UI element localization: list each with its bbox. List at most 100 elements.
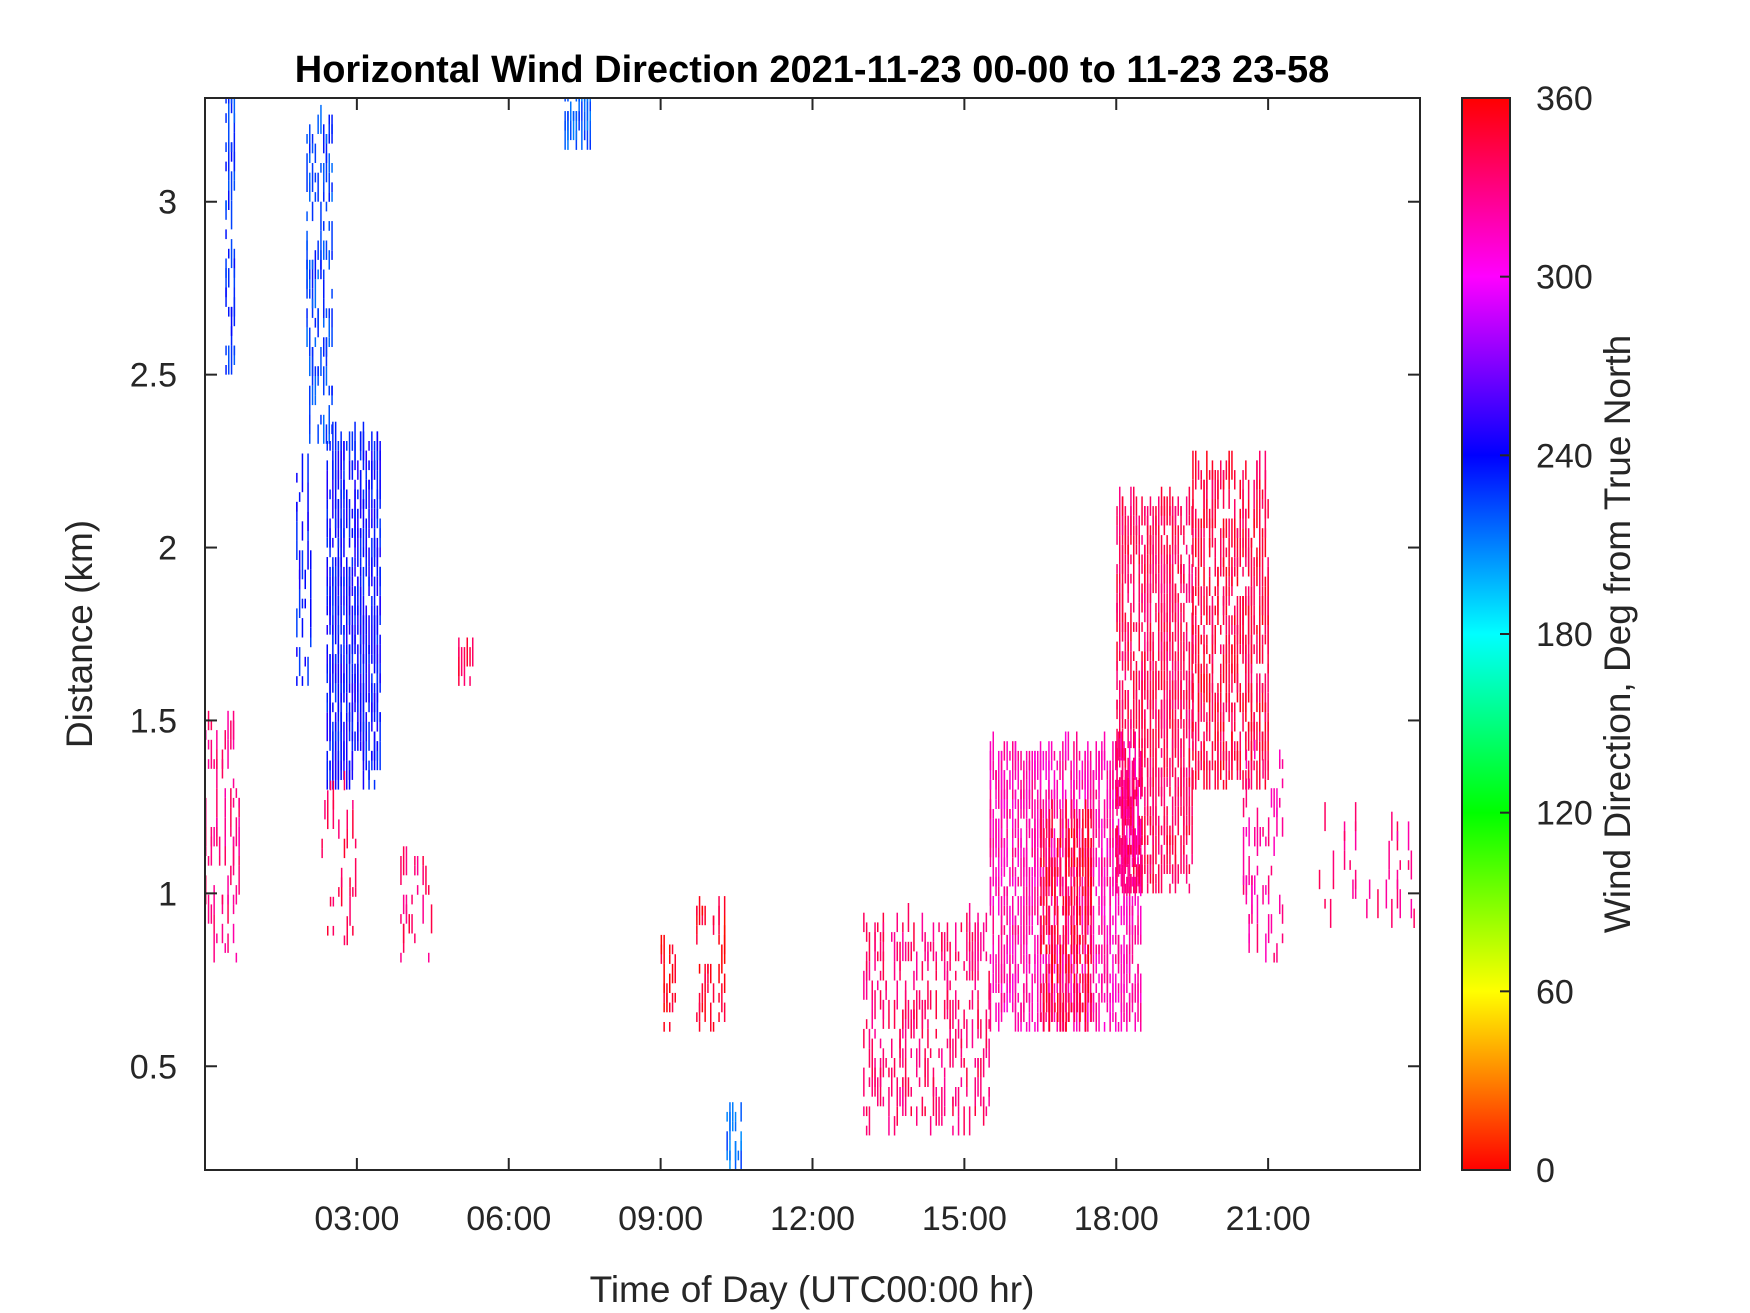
heatmap-cell bbox=[1349, 860, 1351, 870]
heatmap-cell bbox=[362, 596, 365, 625]
heatmap-cell bbox=[1134, 731, 1136, 761]
heatmap-cell bbox=[1155, 767, 1157, 797]
heatmap-cell bbox=[1116, 786, 1118, 797]
heatmap-cell bbox=[1253, 721, 1255, 732]
heatmap-cell bbox=[982, 1048, 985, 1078]
heatmap-cell bbox=[865, 970, 868, 1000]
heatmap-cell bbox=[1259, 741, 1261, 761]
heatmap-cell bbox=[323, 366, 325, 396]
heatmap-cell bbox=[998, 770, 1000, 780]
heatmap-cell bbox=[1247, 721, 1250, 751]
heatmap-cell bbox=[955, 990, 957, 1020]
heatmap-cell bbox=[1116, 883, 1118, 894]
heatmap-cell bbox=[1264, 673, 1267, 684]
heatmap-cell bbox=[349, 877, 351, 888]
heatmap-cell bbox=[1025, 905, 1028, 926]
heatmap-cell bbox=[379, 712, 381, 722]
heatmap-cell bbox=[910, 1009, 912, 1020]
heatmap-cell bbox=[1006, 973, 1008, 993]
heatmap-cell bbox=[1203, 634, 1205, 655]
heatmap-cell bbox=[1103, 876, 1106, 906]
heatmap-cell bbox=[373, 450, 376, 471]
heatmap-cell bbox=[723, 1002, 726, 1022]
heatmap-cell bbox=[1228, 566, 1230, 577]
heatmap-cell bbox=[1009, 925, 1011, 955]
heatmap-cell bbox=[888, 1009, 890, 1029]
heatmap-cell bbox=[1160, 651, 1163, 671]
heatmap-cell bbox=[1171, 554, 1174, 565]
heatmap-cell bbox=[304, 656, 306, 667]
heatmap-cell bbox=[359, 479, 362, 509]
heatmap-cell bbox=[1126, 828, 1128, 858]
heatmap-cell bbox=[1087, 886, 1090, 916]
heatmap-cell bbox=[1135, 786, 1138, 797]
heatmap-cell bbox=[1073, 973, 1076, 984]
heatmap-cell bbox=[927, 1058, 929, 1087]
heatmap-cell bbox=[1166, 680, 1168, 690]
heatmap-cell bbox=[414, 933, 416, 944]
heatmap-cell bbox=[712, 1022, 715, 1032]
heatmap-cell bbox=[1057, 992, 1059, 1003]
heatmap-cell bbox=[227, 739, 229, 769]
heatmap-cell bbox=[1259, 750, 1261, 780]
heatmap-cell bbox=[1239, 683, 1241, 693]
heatmap-cell bbox=[998, 954, 1000, 984]
heatmap-cell bbox=[1197, 586, 1200, 596]
heatmap-cell bbox=[365, 605, 367, 616]
heatmap-cell bbox=[1171, 680, 1174, 700]
heatmap-cell bbox=[1123, 1012, 1125, 1022]
heatmap-cell bbox=[1131, 905, 1134, 916]
heatmap-cell bbox=[674, 954, 676, 984]
heatmap-cell bbox=[1185, 825, 1188, 836]
heatmap-cell bbox=[1217, 692, 1219, 703]
heatmap-cell bbox=[1017, 992, 1019, 1003]
heatmap-cell bbox=[1166, 612, 1168, 632]
heatmap-cell bbox=[1138, 699, 1140, 710]
heatmap-cell bbox=[1141, 651, 1143, 661]
heatmap-cell bbox=[1185, 544, 1188, 555]
heatmap-cell bbox=[1101, 847, 1103, 858]
heatmap-cell bbox=[362, 450, 365, 471]
heatmap-cell bbox=[1090, 857, 1092, 868]
heatmap-cell bbox=[1053, 992, 1056, 1003]
heatmap-cell bbox=[882, 951, 885, 962]
heatmap-cell bbox=[1192, 625, 1194, 635]
heatmap-cell bbox=[578, 111, 580, 121]
heatmap-cell bbox=[1191, 661, 1193, 671]
heatmap-cell bbox=[1040, 896, 1042, 906]
heatmap-cell bbox=[1087, 992, 1089, 1022]
heatmap-cell bbox=[323, 269, 325, 280]
heatmap-cell bbox=[893, 1116, 896, 1136]
heatmap-cell bbox=[1174, 709, 1177, 720]
heatmap-cell bbox=[1158, 583, 1160, 603]
heatmap-cell bbox=[1037, 954, 1039, 974]
heatmap-cell bbox=[213, 914, 215, 934]
heatmap-cell bbox=[1115, 954, 1117, 964]
heatmap-cell bbox=[225, 113, 227, 123]
heatmap-cell bbox=[1133, 777, 1135, 797]
heatmap-cell bbox=[660, 934, 663, 955]
heatmap-cell bbox=[1082, 809, 1084, 838]
heatmap-cell bbox=[974, 922, 976, 942]
heatmap-cell bbox=[1140, 818, 1142, 839]
heatmap-cell bbox=[1128, 847, 1131, 858]
heatmap-cell bbox=[422, 856, 424, 866]
heatmap-cell bbox=[1039, 963, 1042, 984]
heatmap-cell bbox=[1152, 738, 1154, 758]
heatmap-cell bbox=[1089, 973, 1092, 1003]
heatmap-cell bbox=[1169, 631, 1171, 661]
heatmap-cell bbox=[332, 470, 334, 500]
heatmap-cell bbox=[1273, 952, 1275, 963]
heatmap-cell bbox=[1239, 518, 1241, 538]
heatmap-cell bbox=[1225, 605, 1228, 616]
heatmap-cell bbox=[1259, 566, 1261, 596]
heatmap-cell bbox=[230, 306, 233, 336]
heatmap-cell bbox=[1124, 651, 1127, 661]
heatmap-cell bbox=[957, 999, 960, 1010]
heatmap-cell bbox=[977, 970, 979, 981]
heatmap-cell bbox=[968, 941, 971, 971]
heatmap-cell bbox=[230, 720, 232, 740]
heatmap-cell bbox=[888, 1067, 890, 1078]
heatmap-cell bbox=[320, 347, 322, 376]
heatmap-cell bbox=[210, 739, 213, 769]
